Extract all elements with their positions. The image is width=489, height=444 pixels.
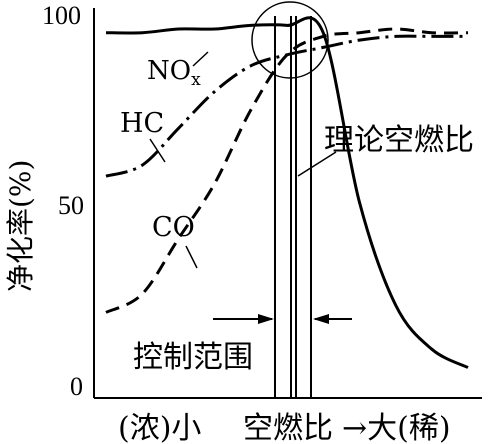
co-leader-line (185, 245, 198, 269)
control-range-arrowhead-left (258, 314, 274, 324)
window-circle (251, 1, 329, 79)
series-label-co: CO (152, 212, 195, 243)
nox-leader-line (192, 51, 209, 67)
series-label-hc: HC (120, 108, 164, 139)
y-tick-label-0: 0 (70, 372, 83, 401)
x-axis-title-right: →大(稀) (342, 411, 451, 444)
stoich-ratio-label: 理论空燃比 (324, 123, 474, 158)
series-line-nox (105, 16, 469, 369)
control-range-arrowhead-right (313, 314, 329, 324)
control-range-label: 控制范围 (133, 340, 253, 375)
stoich-leader-line (297, 151, 337, 177)
series-line-co (105, 27, 469, 314)
x-axis-title-middle: 空燃比 (243, 411, 333, 444)
hc-leader-line (149, 138, 166, 163)
series-label-nox-main: NO (147, 56, 191, 86)
series-label-nox: NOx (147, 56, 201, 90)
y-axis-title: 净化率(%) (4, 160, 37, 292)
series-label-nox-sub: x (191, 70, 201, 90)
y-tick-label-100: 100 (42, 1, 81, 30)
y-tick-label-50: 50 (58, 191, 84, 220)
x-axis-title-left: (浓)小 (118, 411, 201, 444)
